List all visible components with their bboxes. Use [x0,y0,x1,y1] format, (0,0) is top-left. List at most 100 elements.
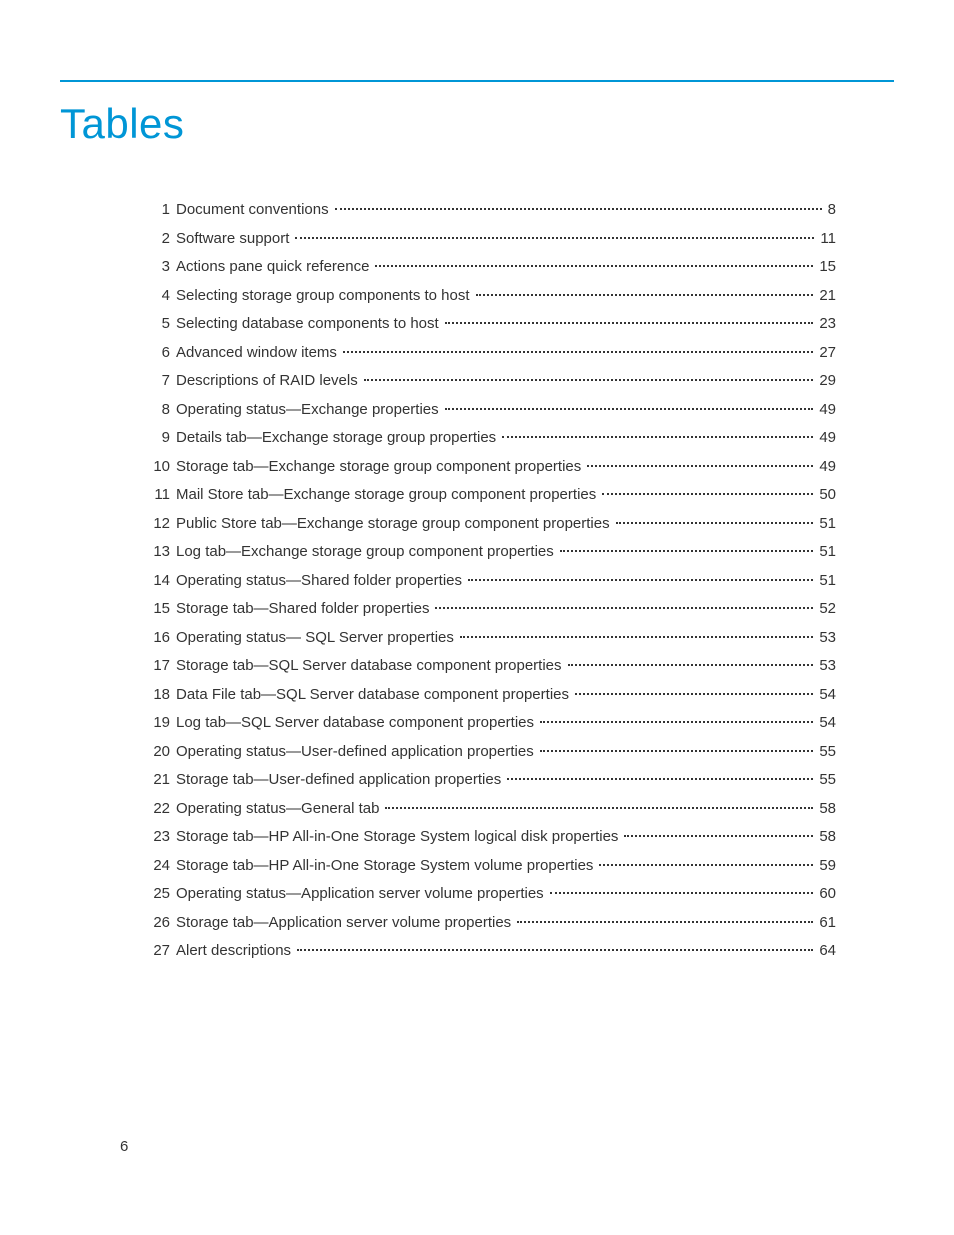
toc-entry[interactable]: 18Data File tab—SQL Server database comp… [142,681,836,710]
toc-entry[interactable]: 20Operating status—User-defined applicat… [142,738,836,767]
toc-entry-number: 9 [142,424,176,453]
page-number: 6 [120,1138,128,1155]
toc-leader-dots [517,921,813,923]
toc-entry-title: Storage tab—HP All-in-One Storage System… [176,823,622,852]
toc-entry[interactable]: 25Operating status—Application server vo… [142,880,836,909]
toc-entry-title: Selecting database components to host [176,310,443,339]
toc-entry[interactable]: 3Actions pane quick reference 15 [142,253,836,282]
toc-entry[interactable]: 17Storage tab—SQL Server database compon… [142,652,836,681]
toc-entry[interactable]: 15Storage tab—Shared folder properties52 [142,595,836,624]
toc-entry-title: Storage tab—Shared folder properties [176,595,433,624]
toc-entry-number: 21 [142,766,176,795]
toc-leader-dots [602,493,813,495]
toc-leader-dots [297,949,813,951]
toc-entry-page: 58 [815,823,836,852]
toc-leader-dots [375,265,813,267]
toc-entry-title: Alert descriptions [176,937,295,966]
toc-entry[interactable]: 21Storage tab—User-defined application p… [142,766,836,795]
toc-entry-page: 52 [815,595,836,624]
toc-entry-title: Mail Store tab—Exchange storage group co… [176,481,600,510]
toc-entry-page: 50 [815,481,836,510]
toc-leader-dots [502,436,813,438]
toc-entry[interactable]: 11Mail Store tab—Exchange storage group … [142,481,836,510]
toc-entry-page: 49 [815,453,836,482]
toc-entry[interactable]: 16Operating status— SQL Server propertie… [142,624,836,653]
toc-entry-page: 23 [815,310,836,339]
toc-entry-title: Operating status—Application server volu… [176,880,548,909]
toc-leader-dots [435,607,813,609]
toc-entry-page: 54 [815,681,836,710]
toc-entry-title: Advanced window items [176,339,341,368]
toc-leader-dots [540,750,814,752]
toc-entry[interactable]: 2Software support 11 [142,225,836,254]
toc-entry-number: 3 [142,253,176,282]
toc-entry-page: 51 [815,567,836,596]
toc-entry[interactable]: 26Storage tab—Application server volume … [142,909,836,938]
toc-entry-number: 10 [142,453,176,482]
toc-entry-number: 13 [142,538,176,567]
toc-entry[interactable]: 6Advanced window items27 [142,339,836,368]
toc-leader-dots [343,351,813,353]
toc-entry-number: 18 [142,681,176,710]
toc-entry-number: 26 [142,909,176,938]
toc-entry[interactable]: 13Log tab—Exchange storage group compone… [142,538,836,567]
toc-entry-page: 55 [815,738,836,767]
toc-entry-page: 27 [815,339,836,368]
toc-entry[interactable]: 10Storage tab—Exchange storage group com… [142,453,836,482]
toc-leader-dots [599,864,813,866]
toc-entry[interactable]: 23Storage tab—HP All-in-One Storage Syst… [142,823,836,852]
toc-entry-page: 49 [815,424,836,453]
toc-entry-page: 21 [815,282,836,311]
toc-leader-dots [364,379,814,381]
toc-entry[interactable]: 12Public Store tab—Exchange storage grou… [142,510,836,539]
toc-entry-page: 11 [816,225,836,254]
toc-entry-number: 24 [142,852,176,881]
toc-entry-page: 15 [815,253,836,282]
toc-entry[interactable]: 22Operating status—General tab58 [142,795,836,824]
toc-entry[interactable]: 7Descriptions of RAID levels29 [142,367,836,396]
toc-entry-title: Storage tab—HP All-in-One Storage System… [176,852,597,881]
toc-entry-number: 5 [142,310,176,339]
toc-entry-title: Log tab—Exchange storage group component… [176,538,558,567]
toc-entry-title: Operating status— SQL Server properties [176,624,458,653]
toc-entry-title: Operating status—Shared folder propertie… [176,567,466,596]
toc-leader-dots [560,550,814,552]
toc-entry-page: 64 [815,937,836,966]
toc-entry-number: 23 [142,823,176,852]
toc-entry-number: 22 [142,795,176,824]
toc-entry[interactable]: 14Operating status—Shared folder propert… [142,567,836,596]
toc-entry-title: Actions pane quick reference [176,253,373,282]
toc-entry-page: 53 [815,624,836,653]
toc-leader-dots [295,237,814,239]
toc-entry[interactable]: 19Log tab—SQL Server database component … [142,709,836,738]
toc-entry-number: 2 [142,225,176,254]
toc-entry-number: 17 [142,652,176,681]
toc-leader-dots [568,664,814,666]
toc-entry-page: 51 [815,538,836,567]
toc-entry[interactable]: 24Storage tab—HP All-in-One Storage Syst… [142,852,836,881]
toc-entry-title: Storage tab—User-defined application pro… [176,766,505,795]
toc-entry[interactable]: 8Operating status—Exchange properties49 [142,396,836,425]
toc-entry[interactable]: 9Details tab—Exchange storage group prop… [142,424,836,453]
toc-entry-number: 25 [142,880,176,909]
toc-entry[interactable]: 1Document conventions8 [142,196,836,225]
toc-entry[interactable]: 27Alert descriptions 64 [142,937,836,966]
toc-entry-number: 11 [142,481,176,510]
toc-entry-title: Data File tab—SQL Server database compon… [176,681,573,710]
toc-entry-number: 16 [142,624,176,653]
toc-entry-title: Selecting storage group components to ho… [176,282,474,311]
toc-entry-title: Software support [176,225,293,254]
toc-entry-number: 27 [142,937,176,966]
list-of-tables: 1Document conventions82Software support 1… [142,196,836,966]
toc-entry-page: 60 [815,880,836,909]
toc-entry-number: 4 [142,282,176,311]
toc-entry-title: Storage tab—SQL Server database componen… [176,652,566,681]
toc-entry-title: Public Store tab—Exchange storage group … [176,510,614,539]
toc-entry-page: 8 [824,196,836,225]
toc-entry[interactable]: 5Selecting database components to host 23 [142,310,836,339]
toc-leader-dots [335,208,822,210]
toc-entry-page: 54 [815,709,836,738]
toc-entry[interactable]: 4Selecting storage group components to h… [142,282,836,311]
toc-entry-title: Log tab—SQL Server database component pr… [176,709,538,738]
toc-entry-title: Operating status—User-defined applicatio… [176,738,538,767]
